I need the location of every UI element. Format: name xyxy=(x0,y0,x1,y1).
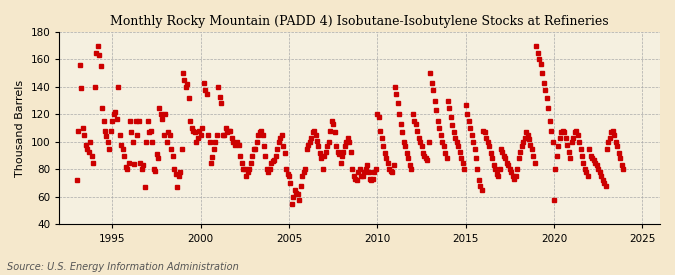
Text: Source: U.S. Energy Information Administration: Source: U.S. Energy Information Administ… xyxy=(7,262,238,272)
Title: Monthly Rocky Mountain (PADD 4) Isobutane-Isobutylene Stocks at Refineries: Monthly Rocky Mountain (PADD 4) Isobutan… xyxy=(110,15,609,28)
Y-axis label: Thousand Barrels: Thousand Barrels xyxy=(15,80,25,177)
